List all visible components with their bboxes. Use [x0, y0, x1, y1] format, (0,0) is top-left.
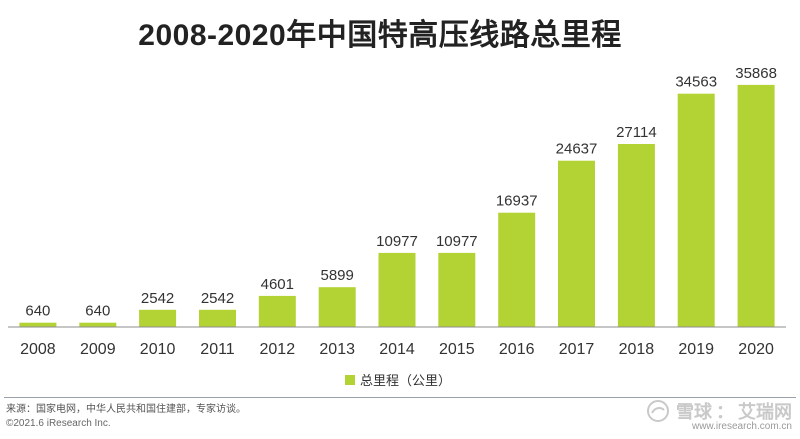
bar-2016	[498, 212, 536, 327]
bar-2015	[438, 252, 476, 327]
legend-swatch	[345, 374, 355, 385]
footer-divider	[4, 397, 796, 398]
value-label-2010: 2542	[141, 290, 174, 307]
value-label-2020: 35868	[735, 65, 777, 82]
value-label-2018: 27114	[616, 124, 657, 141]
snowball-logo-icon	[647, 400, 669, 422]
bar-chart: 640 640 2542 2542 4601 5899 10977 10977 16937 246…	[8, 65, 786, 358]
watermark: 雪球 ： 艾瑞网	[646, 398, 792, 424]
bar-2009	[79, 322, 117, 327]
watermark-iresearch: 艾瑞网	[738, 402, 792, 422]
x-tick-labels-group: 2008 2009 2010 2011 2012 2013 2014 2015 2016 2017…	[20, 341, 774, 358]
value-label-2013: 5899	[321, 267, 354, 284]
value-label-2019: 34563	[675, 74, 717, 91]
legend-label: 总里程（公里）	[360, 373, 452, 388]
value-label-2011: 2542	[201, 290, 234, 307]
value-label-2008: 640	[25, 303, 50, 320]
x-tick-2014: 2014	[379, 341, 415, 358]
x-tick-2015: 2015	[439, 341, 475, 358]
bar-2014	[378, 252, 416, 327]
x-tick-2012: 2012	[260, 341, 296, 358]
x-tick-2010: 2010	[140, 341, 176, 358]
value-label-2017: 24637	[556, 141, 598, 158]
x-tick-2011: 2011	[200, 341, 235, 358]
value-label-2015: 10977	[436, 233, 478, 250]
value-label-2016: 16937	[496, 193, 538, 210]
value-labels-group: 640 640 2542 2542 4601 5899 10977 10977 16937 246…	[25, 65, 777, 320]
bar-2019	[677, 93, 715, 327]
bar-2018	[617, 144, 655, 327]
legend: 总里程（公里）	[345, 370, 451, 389]
x-tick-2017: 2017	[559, 341, 595, 358]
watermark-separator: ：	[716, 402, 734, 422]
bar-2008	[19, 322, 57, 327]
copyright-note: ©2021.6 iResearch Inc.	[6, 418, 111, 429]
x-tick-2018: 2018	[619, 341, 655, 358]
x-tick-2008: 2008	[20, 341, 56, 358]
x-tick-2009: 2009	[80, 341, 116, 358]
x-tick-2016: 2016	[499, 341, 535, 358]
bars-group	[19, 84, 775, 328]
bar-2013	[318, 287, 356, 327]
value-label-2009: 640	[85, 303, 110, 320]
bar-2012	[258, 295, 296, 327]
x-tick-2020: 2020	[738, 341, 774, 358]
value-label-2012: 4601	[261, 276, 294, 293]
source-note: 来源：国家电网，中华人民共和国住建部，专家访谈。	[6, 404, 246, 415]
value-label-2014: 10977	[376, 233, 418, 250]
bar-2010	[139, 309, 177, 327]
x-tick-2013: 2013	[319, 341, 355, 358]
bar-2011	[199, 309, 236, 327]
watermark-snowball: 雪球	[676, 402, 712, 422]
x-tick-2019: 2019	[678, 341, 714, 358]
bar-2017	[558, 160, 595, 327]
watermark-url: www.iresearch.com.cn	[691, 421, 792, 432]
bar-2020	[737, 84, 775, 328]
chart-title: 2008-2020年中国特高压线路总里程	[138, 19, 622, 52]
